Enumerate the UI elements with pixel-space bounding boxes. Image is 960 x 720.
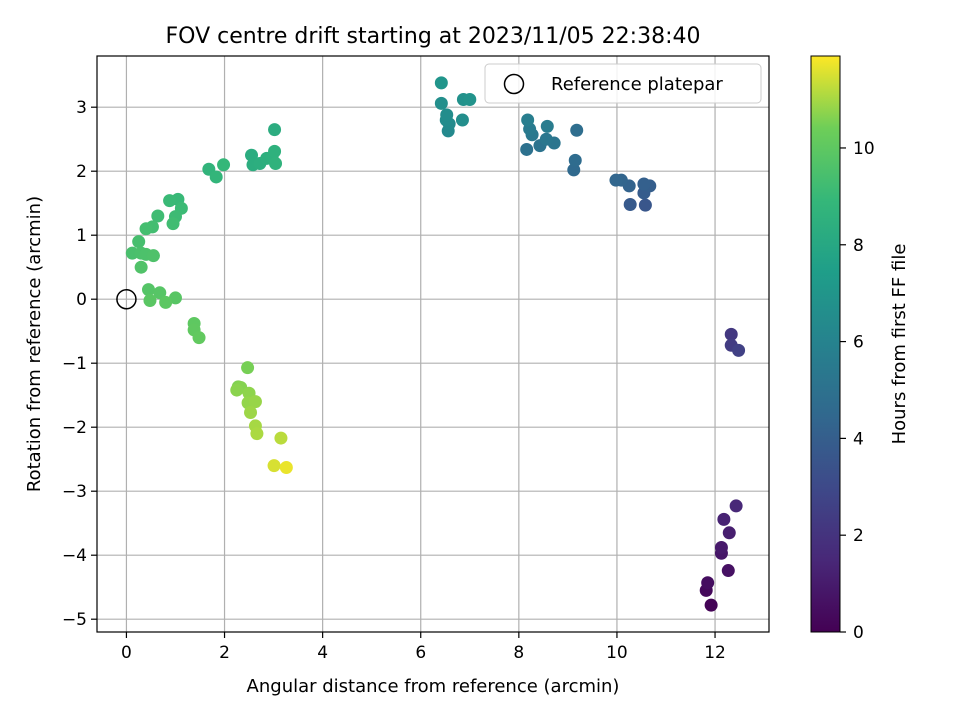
x-tick-label: 8 — [513, 643, 524, 663]
data-point — [146, 249, 160, 263]
legend: Reference platepar — [484, 63, 762, 104]
colorbar-gradient — [810, 55, 841, 633]
data-point — [245, 148, 259, 162]
x-tick-label: 4 — [317, 643, 328, 663]
data-point — [434, 96, 448, 110]
colorbar-tick-label: 4 — [853, 429, 864, 449]
data-point — [455, 113, 469, 127]
data-point — [241, 361, 255, 375]
data-point — [209, 170, 223, 184]
data-point — [268, 144, 282, 158]
data-point — [168, 291, 182, 305]
data-point — [732, 343, 746, 357]
x-tick-label: 12 — [704, 643, 726, 663]
data-point — [230, 383, 244, 397]
data-point — [520, 142, 534, 156]
data-point — [151, 209, 165, 223]
y-tick-label: 2 — [76, 162, 87, 182]
data-point — [724, 327, 738, 341]
data-point — [143, 293, 157, 307]
y-tick-label: 1 — [76, 226, 87, 246]
data-point — [440, 108, 454, 122]
data-point — [244, 405, 258, 419]
data-point — [267, 459, 281, 473]
colorbar-label: Hours from first FF file — [889, 244, 910, 445]
data-point — [704, 598, 718, 612]
legend-label: Reference platepar — [551, 74, 723, 95]
y-axis-label: Rotation from reference (arcmin) — [24, 196, 45, 492]
x-tick-label: 6 — [415, 643, 426, 663]
y-tick-label: −3 — [62, 482, 87, 502]
y-tick-label: −2 — [62, 418, 87, 438]
data-point — [269, 157, 283, 171]
colorbar: 0 2 4 6 8 10 Hours from first FF file — [810, 55, 910, 643]
colorbar-ticks: 0 2 4 6 8 10 — [840, 139, 875, 643]
data-point — [163, 194, 177, 208]
y-tick-label: −4 — [62, 546, 87, 566]
x-tick-label: 10 — [606, 643, 628, 663]
plot-frame — [96, 55, 770, 633]
data-point — [567, 163, 581, 177]
colorbar-tick-label: 6 — [853, 333, 864, 353]
data-point — [717, 512, 731, 526]
y-tick-label: 0 — [76, 290, 87, 310]
data-point — [132, 235, 146, 249]
data-point — [463, 93, 477, 107]
data-point — [638, 198, 652, 212]
colorbar-tick-label: 10 — [853, 139, 875, 159]
data-point — [539, 132, 553, 146]
colorbar-tick-label: 8 — [853, 236, 864, 256]
data-point — [434, 76, 448, 90]
data-point — [521, 113, 535, 127]
data-point — [570, 123, 584, 137]
legend-box — [484, 63, 762, 104]
data-point — [153, 286, 167, 300]
data-point — [609, 173, 623, 187]
x-axis-ticks: 0 2 4 6 8 10 12 — [121, 632, 726, 663]
data-point — [142, 283, 156, 297]
colorbar-tick-label: 2 — [853, 526, 864, 546]
grid-lines — [97, 56, 769, 632]
data-point — [714, 541, 728, 555]
chart-title: FOV centre drift starting at 2023/11/05 … — [166, 24, 701, 49]
data-point — [540, 119, 554, 133]
data-point — [268, 123, 282, 137]
y-tick-label: 3 — [76, 98, 87, 118]
data-point — [701, 576, 715, 590]
data-points — [125, 76, 746, 612]
colorbar-tick-label: 0 — [853, 623, 864, 643]
data-point — [250, 427, 264, 441]
data-point — [134, 260, 148, 274]
y-tick-label: −1 — [62, 354, 87, 374]
reference-marker — [116, 288, 137, 310]
data-point — [623, 197, 637, 211]
data-point — [166, 217, 180, 231]
data-point — [159, 295, 173, 309]
data-point — [729, 499, 743, 513]
x-tick-label: 2 — [219, 643, 230, 663]
data-point — [722, 526, 736, 540]
data-point — [274, 431, 288, 445]
data-point — [248, 395, 262, 409]
data-point — [192, 331, 206, 345]
legend-marker — [503, 73, 525, 95]
data-point — [721, 564, 735, 578]
y-axis-ticks: −5 −4 −3 −2 −1 0 1 2 3 — [62, 98, 97, 630]
data-point — [139, 222, 153, 236]
y-tick-label: −5 — [62, 610, 87, 630]
x-tick-label: 0 — [121, 643, 132, 663]
data-point — [279, 461, 293, 475]
data-point — [217, 158, 231, 172]
data-point — [568, 153, 582, 167]
data-point — [637, 177, 651, 191]
x-axis-label: Angular distance from reference (arcmin) — [247, 676, 620, 697]
